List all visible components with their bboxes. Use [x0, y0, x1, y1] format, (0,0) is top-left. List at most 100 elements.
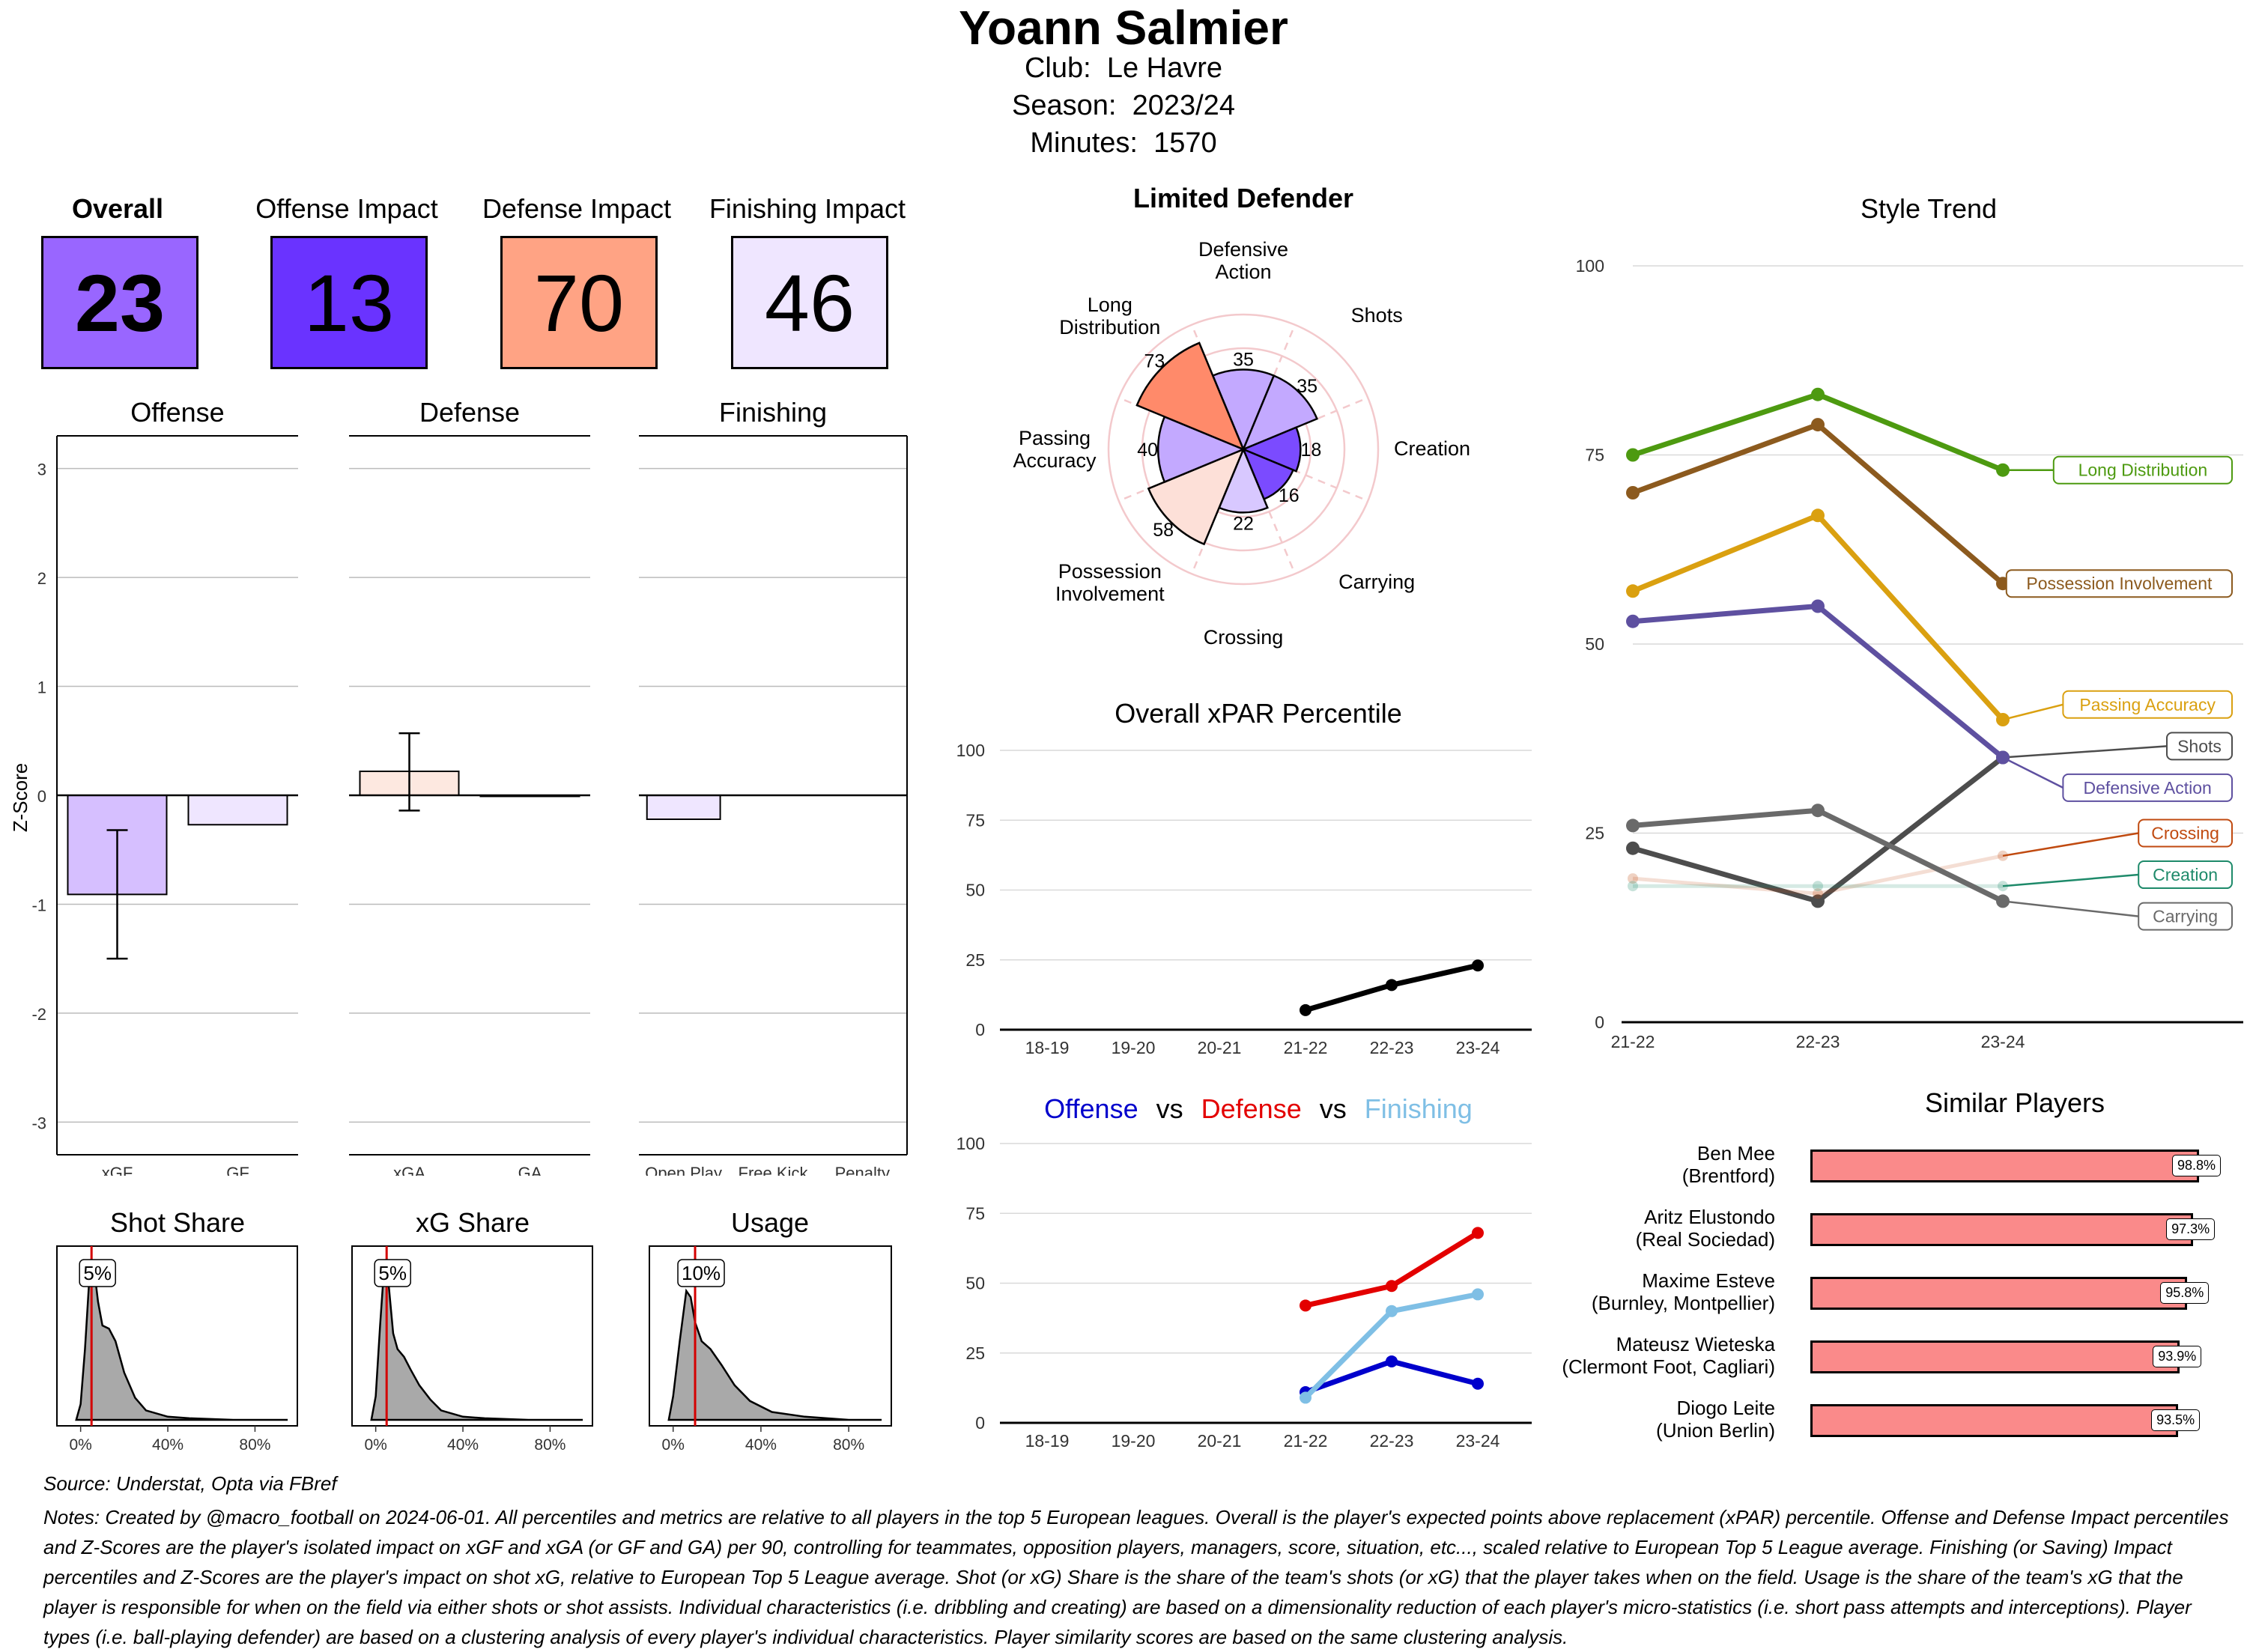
- zscore-xtick: GA: [518, 1164, 542, 1176]
- zscore-ytick: -2: [31, 1005, 46, 1024]
- similar-pct-label: 93.5%: [2151, 1409, 2201, 1431]
- xtick: 22-23: [1370, 1431, 1414, 1451]
- trend-label: Crossing: [2151, 824, 2219, 843]
- trend-point: [1626, 486, 1640, 499]
- xtick: 23-24: [1981, 1032, 2025, 1051]
- zscore-xtick: GF: [226, 1164, 249, 1176]
- series-point: [1300, 1003, 1311, 1016]
- trend-point: [1626, 584, 1640, 598]
- ovd-title: Offense vs Defense vs Finishing: [974, 1093, 1543, 1125]
- xtick: 20-21: [1198, 1431, 1242, 1451]
- radar-value-label: 35: [1233, 350, 1254, 371]
- radar-value-label: 35: [1297, 376, 1317, 397]
- radar-axis-label: Defensive Action: [1198, 238, 1288, 283]
- xtick: 23-24: [1456, 1431, 1500, 1451]
- radar-value-label: 22: [1233, 513, 1254, 534]
- radar-value-label: 16: [1279, 485, 1300, 506]
- trend-line-shots: [1632, 755, 2005, 905]
- radar-axis-label: Crossing: [1204, 626, 1284, 649]
- density-xtick: 40%: [152, 1436, 184, 1454]
- ovd-title-finishing: Finishing: [1364, 1093, 1473, 1124]
- trend-point: [1626, 614, 1640, 628]
- kpi-offense-label: Offense Impact: [255, 193, 438, 224]
- density-xtick: 40%: [745, 1436, 777, 1454]
- ytick: 0: [975, 1413, 985, 1433]
- similar-bar: [1810, 1340, 2180, 1373]
- similar-player-club: (Real Sociedad): [1635, 1228, 1775, 1251]
- radar-ring: [1141, 347, 1346, 552]
- zscore-bar-open-play: [646, 795, 721, 820]
- radar-wedge-creation: [1240, 426, 1302, 473]
- kpi-overall-label: Overall: [71, 193, 164, 224]
- trend-label: Carrying: [2153, 907, 2218, 926]
- trend-point: [1998, 850, 2008, 861]
- marker-label-box: [374, 1259, 411, 1287]
- density-xtick: 80%: [833, 1436, 864, 1454]
- ytick: 25: [965, 950, 985, 970]
- radar-axis-label: Long Distribution: [1059, 294, 1160, 338]
- ytick: 100: [1576, 256, 1604, 276]
- marker-label: 10%: [682, 1262, 721, 1284]
- series-point: [1472, 959, 1484, 972]
- xtick: 20-21: [1198, 1038, 1242, 1057]
- similar-player-name: Aritz Elustondo (Real Sociedad): [1558, 1206, 1775, 1251]
- zscore-defense-title: Defense: [419, 397, 521, 428]
- trend-label: Shots: [2177, 736, 2222, 756]
- radar-value-label: 73: [1144, 350, 1165, 371]
- trend-point: [1628, 881, 1638, 892]
- zscore-offense-title: Offense: [130, 397, 225, 428]
- trend-label: Defensive Action: [2084, 778, 2212, 798]
- ytick: 50: [965, 1274, 985, 1293]
- radar-value-label: 40: [1137, 440, 1158, 461]
- trend-point: [1811, 387, 1825, 401]
- density-xtick: 0%: [69, 1436, 91, 1454]
- ovd-title-vs1: vs: [1156, 1093, 1183, 1124]
- zscore-xtick: Penalty: [835, 1164, 890, 1176]
- xtick: 22-23: [1796, 1032, 1840, 1051]
- xpar-title: Overall xPAR Percentile: [1115, 698, 1402, 729]
- xpar-chart: 100 75 50 25 0 18-19 19-20 20-21 21-22 22-23 23-24: [956, 741, 1532, 1057]
- ytick: 50: [1585, 634, 1604, 654]
- minutes-label: Minutes:: [1030, 127, 1138, 159]
- series-point: [1472, 1377, 1484, 1390]
- trend-connector: [2002, 703, 2063, 721]
- similar-player-name: Mateusz Wieteska (Clermont Foot, Cagliari…: [1558, 1333, 1775, 1378]
- zscore-ytick: -3: [31, 1114, 46, 1132]
- zscore-bar-gf: [187, 795, 288, 826]
- series-point: [1472, 1227, 1484, 1239]
- club-value: Le Havre: [1106, 52, 1223, 84]
- series-point: [1386, 1355, 1398, 1367]
- density-xtick: 0%: [662, 1436, 685, 1454]
- radar-axis-label: Creation: [1394, 437, 1470, 460]
- radar-chart: 35 35 18 16 22 58 40 73 Defensive Action Shots Crea…: [1013, 238, 1470, 649]
- radar-value-label: 18: [1300, 440, 1321, 461]
- trend-point: [1811, 894, 1825, 908]
- xtick: 23-24: [1456, 1038, 1500, 1057]
- trend-point: [1811, 508, 1825, 523]
- similar-pct-label: 97.3%: [2166, 1218, 2216, 1240]
- radar-wedge-shots: [1241, 374, 1319, 452]
- density-usage-title: Usage: [730, 1207, 810, 1238]
- series-line: [1305, 1230, 1479, 1308]
- radar-wedge-crossing: [1218, 446, 1269, 514]
- methodology-notes: Notes: Created by @macro_football on 202…: [43, 1506, 2229, 1648]
- xtick: 21-22: [1611, 1032, 1655, 1051]
- density-xtick: 0%: [364, 1436, 386, 1454]
- ytick: 100: [956, 741, 985, 760]
- zscore-xtick: xGF: [102, 1164, 133, 1176]
- trend-connector: [2002, 756, 2063, 789]
- series-point: [1386, 1305, 1398, 1317]
- ovd-title-defense: Defense: [1201, 1093, 1302, 1124]
- trend-label-box: [2138, 860, 2234, 890]
- ovd-chart: 100 75 50 25 0 18-19 19-20 20-21 21-22 22-23 23-24: [956, 1134, 1532, 1451]
- zscore-xtick: Free Kick: [739, 1164, 809, 1176]
- series-point: [1472, 1288, 1484, 1301]
- zscore-ytick: 3: [37, 461, 46, 479]
- radar-spoke: [1243, 448, 1368, 502]
- trend-point: [1628, 873, 1638, 884]
- radar-axis-label: Carrying: [1338, 571, 1415, 593]
- series-point: [1386, 1280, 1398, 1293]
- trend-label-box: [2052, 455, 2233, 485]
- marker-label-box: [677, 1259, 725, 1287]
- marker-label: 5%: [83, 1262, 112, 1284]
